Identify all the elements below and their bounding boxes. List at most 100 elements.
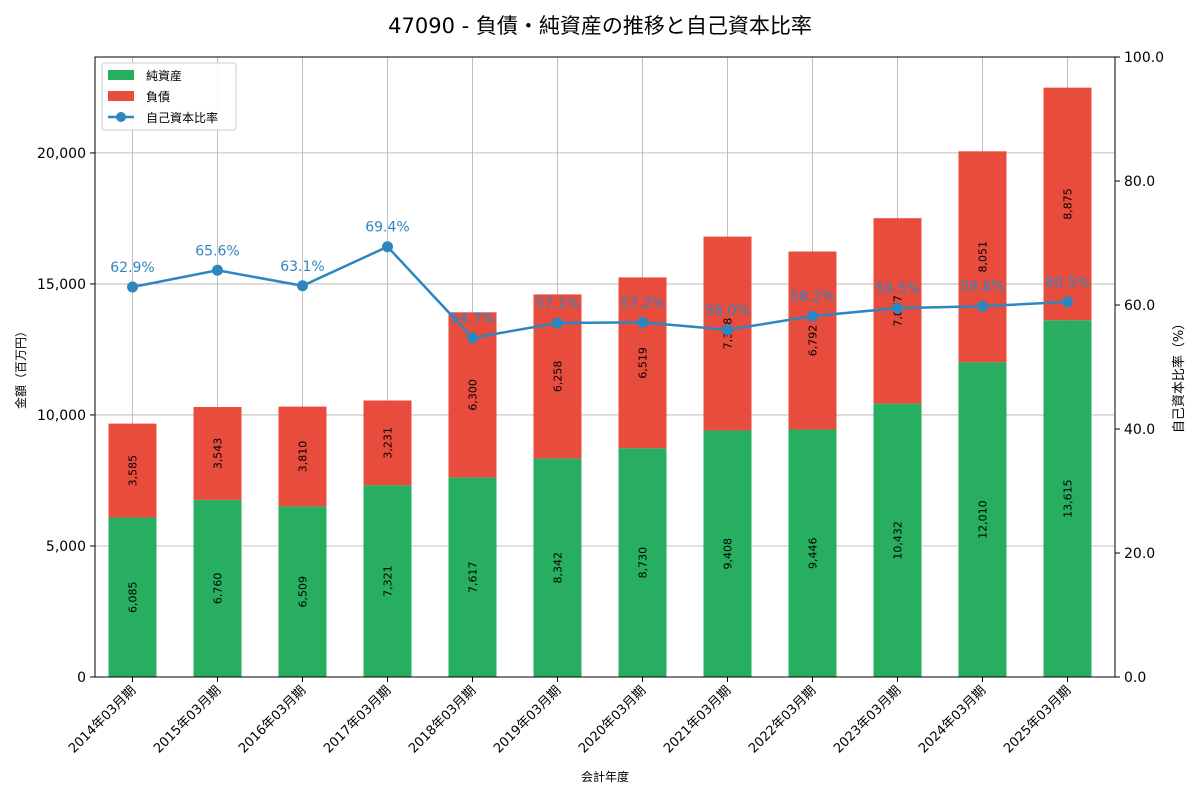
bar-net-assets xyxy=(363,485,412,677)
bar-value-label: 7,321 xyxy=(382,565,395,597)
ratio-value-label: 63.1% xyxy=(280,259,324,275)
bar-value-label: 6,300 xyxy=(467,379,480,411)
ratio-value-label: 59.8% xyxy=(960,279,1004,295)
ratio-point xyxy=(297,280,308,292)
bars xyxy=(108,87,1092,677)
bar-net-assets xyxy=(618,448,667,677)
x-axis-label: 会計年度 xyxy=(581,769,629,784)
legend-swatch-net-assets xyxy=(108,70,134,80)
y2-tick-label: 20.0 xyxy=(1124,546,1155,562)
bar-value-label: 9,446 xyxy=(807,537,820,569)
x-tick-label: 2016年03月期 xyxy=(236,683,309,756)
legend-marker-ratio xyxy=(116,112,126,122)
bar-value-label: 8,875 xyxy=(1062,188,1075,220)
chart-title: 47090 - 負債・純資産の推移と自己資本比率 xyxy=(388,14,812,38)
bar-value-label: 3,543 xyxy=(212,438,225,470)
legend-label-ratio: 自己資本比率 xyxy=(146,110,218,125)
legend: 純資産 負債 自己資本比率 xyxy=(101,62,237,131)
ratio-point xyxy=(807,310,818,322)
legend-label-liabilities: 負債 xyxy=(146,89,170,104)
bar-liabilities xyxy=(958,151,1007,363)
plot-frame xyxy=(94,56,1116,678)
bar-value-label: 3,810 xyxy=(297,441,310,473)
y2-axis-label: 自己資本比率（%） xyxy=(1171,317,1187,433)
bar-value-label: 8,051 xyxy=(977,241,990,273)
x-tick-label: 2020年03月期 xyxy=(576,683,649,756)
bar-value-label: 8,342 xyxy=(552,552,565,584)
ratio-point xyxy=(467,332,478,344)
x-tick-label: 2019年03月期 xyxy=(491,683,564,756)
bar-net-assets xyxy=(448,477,497,677)
x-tick-label: 2018年03月期 xyxy=(406,683,479,756)
bar-value-label: 6,509 xyxy=(297,576,310,608)
ratio-point xyxy=(382,241,393,253)
ratio-point xyxy=(977,300,988,312)
bar-value-label: 10,432 xyxy=(892,521,905,560)
legend-box xyxy=(101,62,237,131)
bar-net-assets xyxy=(873,403,922,677)
bar-net-assets xyxy=(703,430,752,677)
bar-net-assets xyxy=(108,517,157,677)
ratio-point xyxy=(1062,296,1073,308)
y-axis-label: 金額（百万円） xyxy=(13,325,28,409)
y-tick-label: 0 xyxy=(77,670,86,686)
ratio-point xyxy=(722,324,733,336)
bar-value-label: 6,258 xyxy=(552,361,565,393)
ratio-value-label: 69.4% xyxy=(365,220,409,236)
bar-net-assets xyxy=(958,362,1007,677)
ratio-line xyxy=(132,245,1068,340)
y2-tick-label: 100.0 xyxy=(1124,50,1164,66)
x-tick-label: 2022年03月期 xyxy=(746,683,819,756)
ratio-value-label: 57.1% xyxy=(535,296,579,312)
x-tick-label: 2025年03月期 xyxy=(1001,683,1074,756)
x-tick-label: 2023年03月期 xyxy=(831,683,904,756)
bar-value-label: 6,519 xyxy=(637,347,650,379)
bar-value-label: 6,760 xyxy=(212,573,225,605)
bar-liabilities xyxy=(278,406,327,507)
bar-net-assets xyxy=(278,506,327,677)
ratio-point xyxy=(212,264,223,276)
ratio-value-label: 60.5% xyxy=(1045,275,1089,291)
y2-tick-label: 40.0 xyxy=(1124,422,1155,438)
ratio-point xyxy=(552,317,563,329)
x-axis: 2014年03月期 2015年03月期 2016年03月期 2017年03月期 2018… xyxy=(66,677,1074,757)
bar-net-assets xyxy=(1043,320,1092,677)
legend-swatch-liabilities xyxy=(108,91,134,101)
legend-label-net-assets: 純資産 xyxy=(146,68,182,83)
bar-liabilities xyxy=(1043,87,1092,321)
y2-tick-label: 80.0 xyxy=(1124,174,1155,190)
ratio-value-label: 58.2% xyxy=(790,289,834,305)
ratio-point xyxy=(637,316,648,328)
ratio-value-label: 57.2% xyxy=(620,295,664,311)
x-tick-label: 2014年03月期 xyxy=(66,683,139,756)
bar-liabilities xyxy=(788,251,837,430)
x-tick-label: 2021年03月期 xyxy=(661,683,734,756)
bar-value-label: 9,408 xyxy=(722,538,735,570)
bar-liabilities xyxy=(108,423,157,518)
bar-net-assets xyxy=(193,499,242,677)
right-axis: 0.0 20.0 40.0 60.0 80.0 100.0 xyxy=(1115,50,1164,686)
bar-liabilities xyxy=(618,277,667,449)
ratio-value-label: 62.9% xyxy=(110,260,154,276)
ratio-point xyxy=(127,281,138,293)
bar-liabilities xyxy=(193,407,242,500)
bar-net-assets xyxy=(533,458,582,677)
left-axis: 0 5,000 10,000 15,000 20,000 xyxy=(37,146,95,686)
bar-value-label: 3,585 xyxy=(127,455,140,487)
bar-liabilities xyxy=(363,400,412,486)
bar-value-label: 13,615 xyxy=(1062,479,1075,518)
ratio-point xyxy=(892,302,903,314)
ratio-value-label: 54.7% xyxy=(450,311,494,327)
bar-value-label: 6,085 xyxy=(127,582,140,614)
ratio-value-label: 65.6% xyxy=(195,243,239,259)
bar-value-label: 7,617 xyxy=(467,561,480,593)
y-tick-label: 20,000 xyxy=(37,146,86,162)
y-tick-label: 5,000 xyxy=(46,539,86,555)
y-tick-label: 15,000 xyxy=(37,277,86,293)
bar-labels: 6,085 6,760 6,509 7,321 7,617 8,342 8,730 9,408… xyxy=(127,188,1075,613)
y2-tick-label: 0.0 xyxy=(1124,670,1146,686)
bar-value-label: 12,010 xyxy=(977,500,990,539)
bar-value-label: 8,730 xyxy=(637,547,650,579)
x-tick-label: 2024年03月期 xyxy=(916,683,989,756)
